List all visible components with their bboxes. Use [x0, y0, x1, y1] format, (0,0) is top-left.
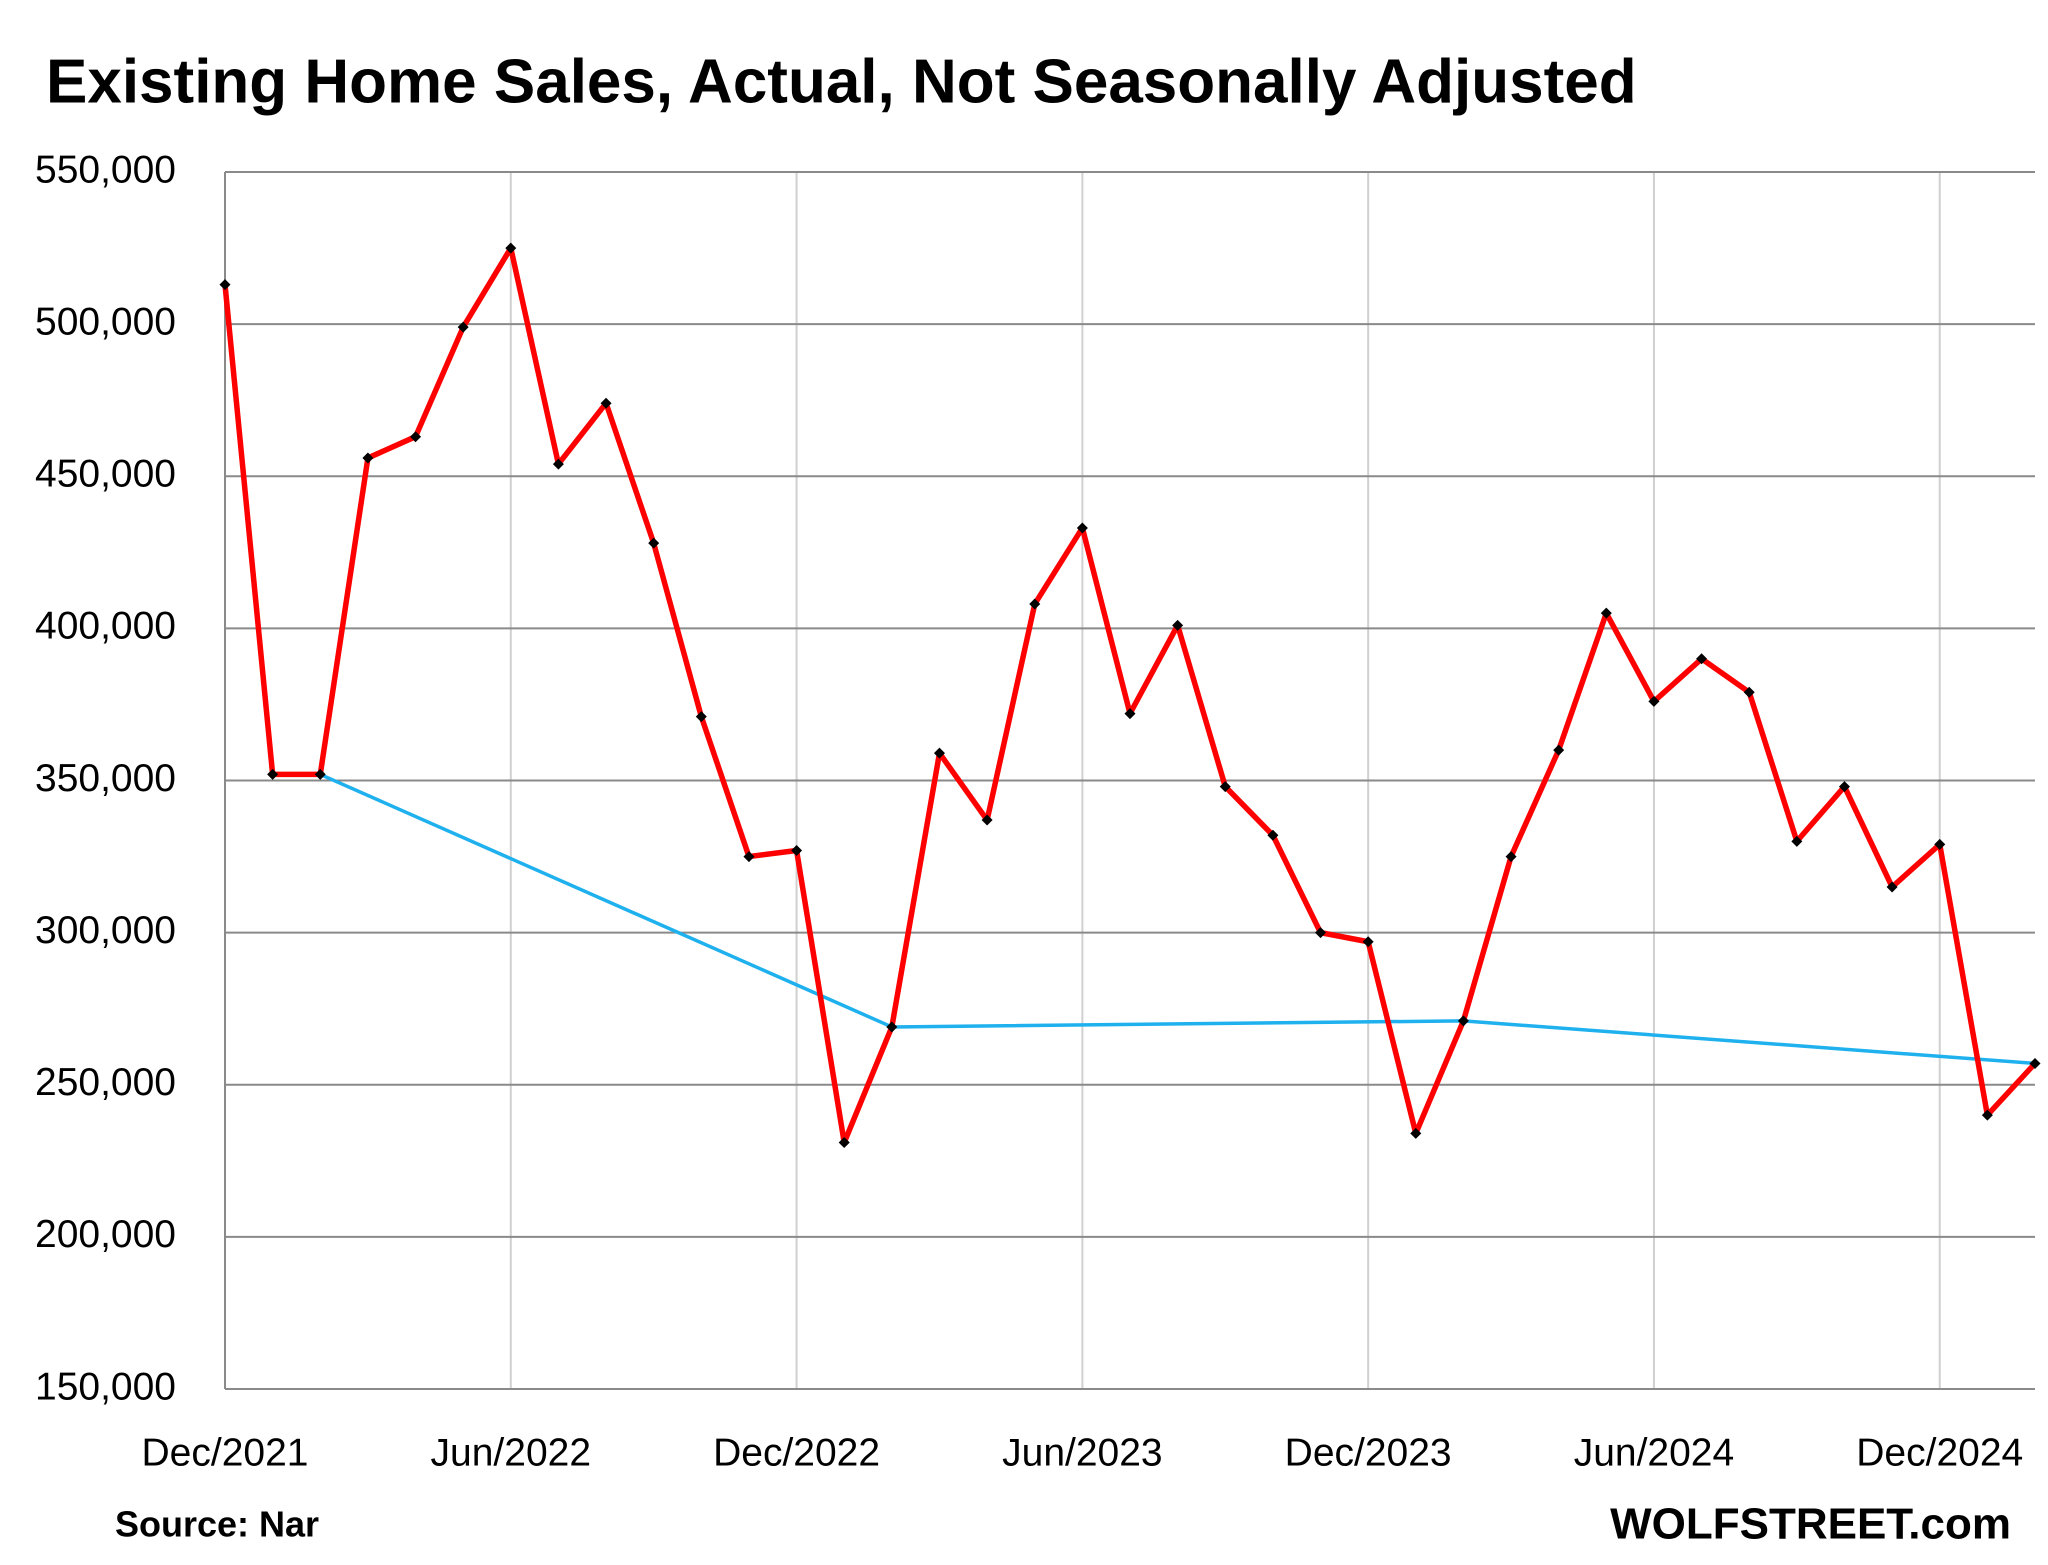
marker — [1934, 838, 1946, 850]
marker — [791, 844, 803, 856]
marker — [1219, 781, 1231, 793]
y-tick-label: 300,000 — [35, 909, 176, 952]
marker — [1791, 835, 1803, 847]
marker — [838, 1137, 850, 1149]
x-tick-label: Jun/2024 — [1574, 1431, 1734, 1474]
marker — [981, 814, 993, 826]
marker — [1505, 851, 1517, 863]
marker — [1553, 744, 1565, 756]
x-tick-label: Jun/2022 — [431, 1431, 591, 1474]
marker — [1648, 695, 1660, 707]
y-tick-label: 150,000 — [35, 1365, 176, 1408]
marker — [314, 768, 326, 780]
x-tick-label: Dec/2023 — [1285, 1431, 1452, 1474]
marker — [1743, 686, 1755, 698]
x-tick-label: Jun/2023 — [1002, 1431, 1162, 1474]
marker — [505, 242, 517, 254]
x-tick-label: Dec/2024 — [1856, 1431, 2023, 1474]
y-tick-label: 550,000 — [35, 148, 176, 191]
marker — [457, 321, 469, 333]
marker — [1267, 829, 1279, 841]
credit: WOLFSTREET.com — [1610, 1500, 2011, 1549]
y-tick-label: 350,000 — [35, 757, 176, 800]
chart-title: Existing Home Sales, Actual, Not Seasona… — [46, 47, 1637, 116]
marker — [410, 431, 422, 443]
february-line — [319, 772, 2036, 1066]
x-tick-label: Dec/2022 — [713, 1431, 880, 1474]
marker — [1362, 936, 1374, 948]
marker — [600, 397, 612, 409]
y-tick-label: 200,000 — [35, 1213, 176, 1256]
marker — [933, 747, 945, 759]
marker — [362, 452, 374, 464]
marker — [1172, 619, 1184, 631]
y-tick-label: 250,000 — [35, 1061, 176, 1104]
marker — [1696, 653, 1708, 665]
marker — [886, 1021, 898, 1033]
sales-line — [222, 245, 2038, 1146]
marker — [267, 768, 279, 780]
marker — [1600, 607, 1612, 619]
source: Source: Nar — [115, 1504, 319, 1545]
marker — [1029, 598, 1041, 610]
y-tick-label: 500,000 — [35, 300, 176, 343]
marker — [1981, 1109, 1993, 1121]
marker — [648, 537, 660, 549]
marker — [2029, 1057, 2041, 1069]
marker — [1457, 1015, 1469, 1027]
marker — [1315, 927, 1327, 939]
marker — [1076, 522, 1088, 534]
marker — [1124, 708, 1136, 720]
marker — [1410, 1127, 1422, 1139]
marker — [1838, 781, 1850, 793]
marker — [1886, 881, 1898, 893]
y-tick-label: 400,000 — [35, 605, 176, 648]
marker — [219, 279, 231, 291]
y-tick-label: 450,000 — [35, 453, 176, 496]
marker — [695, 711, 707, 723]
marker — [552, 458, 564, 470]
x-tick-label: Dec/2021 — [142, 1431, 309, 1474]
marker — [743, 851, 755, 863]
